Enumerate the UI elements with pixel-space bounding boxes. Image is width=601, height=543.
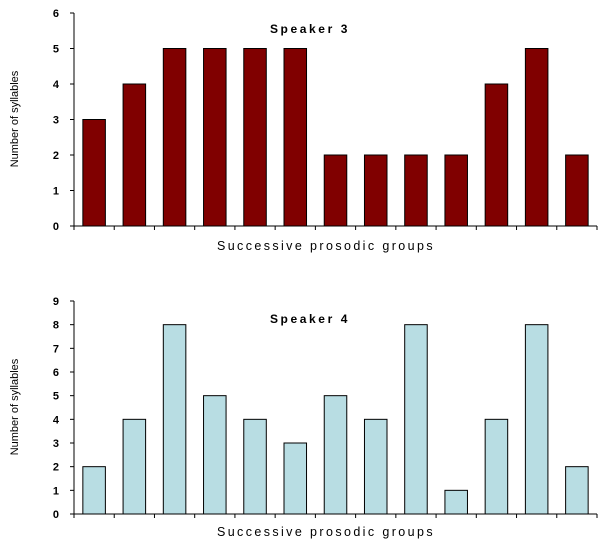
chart-0-y-tick-label-6: 6 xyxy=(53,8,59,20)
chart-0-y-tick-label-1: 1 xyxy=(53,186,59,198)
chart-1-bar-8 xyxy=(404,324,428,515)
chart-0-title: Speaker 3 xyxy=(270,22,350,36)
chart-0-y-tick-label-2: 2 xyxy=(53,150,59,162)
chart-1-x-axis-label: Successive prosodic groups xyxy=(217,525,435,539)
chart-1-bar-12 xyxy=(565,466,589,515)
chart-0-bar-6 xyxy=(323,154,348,227)
chart-1-bar-9 xyxy=(444,489,468,515)
chart-1-bar-3 xyxy=(203,395,227,515)
chart-1-y-axis-label: Number of syllables xyxy=(9,358,21,455)
chart-1-bar-0 xyxy=(82,466,106,515)
chart-1-bar-2 xyxy=(162,324,187,515)
chart-1-y-tick-label-1: 1 xyxy=(53,485,59,497)
chart-0-bar-10 xyxy=(484,83,509,227)
chart-1-y-tick-label-3: 3 xyxy=(53,438,59,450)
speaker-3-chart: Number of syllables Successive prosodic … xyxy=(9,8,598,253)
chart-0-bar-9 xyxy=(444,154,468,227)
speaker-4-chart: Number of syllables Successive prosodic … xyxy=(9,296,598,539)
chart-1-title: Speaker 4 xyxy=(270,312,350,326)
chart-1-bar-1 xyxy=(122,418,147,515)
chart-0-bar-11 xyxy=(524,48,549,227)
chart-1-bar-4 xyxy=(243,418,267,515)
chart-0-bar-5 xyxy=(283,48,308,227)
chart-1-y-tick-label-8: 8 xyxy=(53,320,59,332)
chart-0-bar-7 xyxy=(363,154,388,227)
chart-1-bar-11 xyxy=(524,324,549,515)
chart-0-bar-3 xyxy=(203,48,227,227)
chart-1-y-tick-label-6: 6 xyxy=(53,367,59,379)
chart-1-y-tick-label-4: 4 xyxy=(53,414,60,426)
chart-1-y-tick-label-7: 7 xyxy=(53,343,59,355)
chart-1-y-tick-label-2: 2 xyxy=(53,462,59,474)
chart-0-y-tick-label-5: 5 xyxy=(53,44,59,56)
chart-0-x-axis-label: Successive prosodic groups xyxy=(217,239,435,253)
chart-0-bar-0 xyxy=(82,119,106,227)
chart-0-bar-2 xyxy=(162,48,187,227)
chart-0-y-tick-label-0: 0 xyxy=(53,221,59,233)
chart-1-bar-6 xyxy=(323,395,348,515)
chart-0-bar-1 xyxy=(122,83,147,227)
chart-1-bar-7 xyxy=(363,418,388,515)
chart-1-y-tick-label-9: 9 xyxy=(53,296,59,308)
chart-1-bar-5 xyxy=(283,442,308,515)
chart-1-y-tick-label-0: 0 xyxy=(53,509,59,521)
chart-1-y-tick-label-5: 5 xyxy=(53,391,59,403)
chart-0-bar-12 xyxy=(565,154,589,227)
chart-0-y-tick-label-4: 4 xyxy=(53,79,60,91)
chart-0-bar-8 xyxy=(404,154,428,227)
chart-0-y-tick-label-3: 3 xyxy=(53,115,59,127)
chart-0-bar-4 xyxy=(243,48,267,227)
chart-0-y-axis-label: Number of syllables xyxy=(9,70,21,167)
chart-1-bar-10 xyxy=(484,418,509,515)
